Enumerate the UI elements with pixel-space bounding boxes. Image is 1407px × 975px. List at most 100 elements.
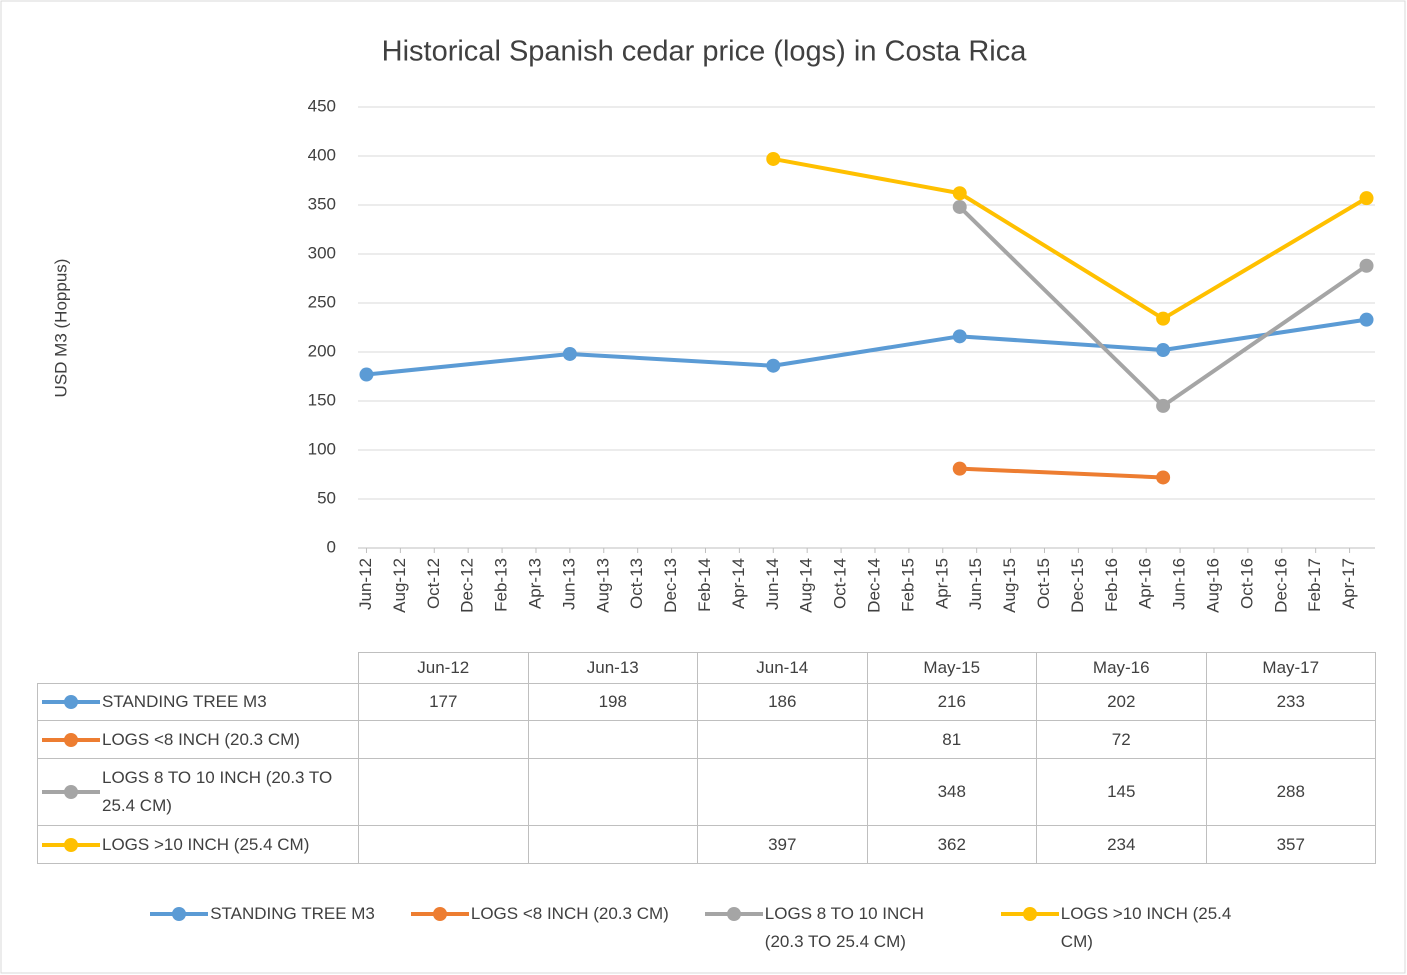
x-tick-label: Apr-13 (525, 558, 544, 609)
legend-marker (42, 785, 100, 799)
row-name-text: LOGS <8 INCH (20.3 CM) (102, 729, 300, 749)
x-tick-label: Jun-12 (356, 558, 375, 610)
legend-item: LOGS <8 INCH (20.3 CM) (407, 900, 669, 956)
series-line (366, 317, 1367, 377)
data-point (952, 186, 967, 201)
legend-dot (64, 785, 78, 799)
x-tick-label: Oct-12 (424, 558, 443, 609)
legend-dot (172, 907, 187, 921)
table-header-cell: May-17 (1205, 652, 1376, 684)
data-point (952, 461, 967, 476)
table-row: LOGS >10 INCH (25.4 CM) 397 362 234 357 (37, 825, 1376, 864)
data-point (1359, 312, 1374, 327)
table-cell (697, 720, 868, 759)
x-tick-label: Dec-12 (458, 558, 477, 613)
row-name-text: LOGS >10 INCH (25.4 CM) (102, 834, 310, 854)
x-tick-label: Apr-14 (729, 558, 748, 609)
row-name: LOGS >10 INCH (25.4 CM) (38, 831, 358, 859)
x-tick-label: Feb-17 (1305, 558, 1324, 612)
y-tick-label: 300 (308, 243, 336, 262)
table-cell: 177 (358, 683, 529, 721)
data-point (766, 151, 781, 166)
table-header-cell: Jun-12 (358, 652, 529, 684)
legend-marker (1000, 907, 1059, 921)
table-cell (527, 758, 698, 826)
table-cell: 234 (1036, 825, 1207, 864)
x-tick-label: Dec-16 (1271, 558, 1290, 613)
y-tick-label: 50 (317, 488, 336, 507)
data-point (562, 346, 577, 361)
x-tick-label: Apr-16 (1136, 558, 1155, 609)
legend-marker (704, 907, 763, 921)
legend: STANDING TREE M3 LOGS <8 INCH (20.3 CM) LO… (0, 900, 1407, 956)
data-point (1359, 258, 1374, 273)
x-tick-label: Apr-15 (932, 558, 951, 609)
x-tick-label: Aug-16 (1203, 558, 1222, 613)
x-tick-label: Oct-15 (1034, 558, 1053, 609)
table-row-name: LOGS >10 INCH (25.4 CM) (37, 825, 359, 864)
table-cell: 216 (866, 683, 1037, 721)
table-header-cell: May-16 (1036, 652, 1207, 684)
data-point (952, 329, 967, 344)
legend-dot (64, 732, 78, 747)
y-axis-label: USD M3 (Hoppus) (51, 259, 70, 398)
series-line (772, 156, 1368, 321)
x-tick-label: Oct-16 (1237, 558, 1256, 609)
x-tick-label: Oct-14 (831, 558, 850, 609)
legend-marker (150, 907, 209, 921)
table-cell (527, 825, 698, 864)
table-cell (358, 825, 529, 864)
table-cell (358, 720, 529, 759)
y-tick-label: 0 (327, 537, 336, 556)
table-cell: 357 (1205, 825, 1376, 864)
table-cell: 198 (527, 683, 698, 721)
x-tick-label: Aug-13 (593, 558, 612, 613)
legend-text: LOGS <8 INCH (20.3 CM) (470, 904, 669, 923)
x-tick-label: Jun-14 (763, 558, 782, 610)
table-cell: 186 (697, 683, 868, 721)
table-cell: 348 (866, 758, 1037, 826)
legend-dot (1022, 907, 1037, 921)
legend-dot (64, 837, 78, 852)
row-name-text: LOGS 8 TO 10 INCH (20.3 TO 25.4 CM) (102, 768, 333, 815)
data-table: Jun-12 Jun-13 Jun-14 May-15 May-16 May-17 STAN… (37, 652, 1376, 864)
legend-marker (42, 837, 100, 852)
table-row: LOGS <8 INCH (20.3 CM) 81 72 (37, 720, 1376, 759)
table-cell: 288 (1205, 758, 1376, 826)
y-tick-label: 400 (308, 145, 336, 164)
legend-dot (64, 695, 78, 709)
table-row-name: STANDING TREE M3 (37, 683, 359, 721)
table-cell: 233 (1205, 683, 1376, 721)
table-cell: 362 (866, 825, 1037, 864)
x-tick-label: Dec-15 (1068, 558, 1087, 613)
table-cell (527, 720, 698, 759)
x-tick-label: Aug-14 (797, 558, 816, 613)
data-point (1156, 398, 1171, 413)
table-row-name: LOGS <8 INCH (20.3 CM) (37, 720, 359, 759)
table-header: Jun-12 Jun-13 Jun-14 May-15 May-16 May-17 (38, 652, 1376, 684)
x-tick-label: Dec-13 (661, 558, 680, 613)
table-row: STANDING TREE M3 177 198 186 216 202 233 (37, 683, 1376, 721)
x-tick-label: Oct-13 (627, 558, 646, 609)
y-tick-label: 100 (308, 439, 336, 458)
x-tick-label: Aug-12 (390, 558, 409, 613)
table-cell (358, 758, 529, 826)
x-tick-label: Feb-15 (898, 558, 917, 612)
table-cell: 72 (1036, 720, 1207, 759)
x-tick-label: Feb-16 (1102, 558, 1121, 612)
legend-text: STANDING TREE M3 (210, 904, 375, 923)
legend-marker (42, 695, 100, 709)
data-point (766, 358, 781, 373)
y-tick-label: 450 (308, 96, 336, 115)
x-tick-label: Jun-16 (1170, 558, 1189, 610)
x-tick-label: Apr-17 (1339, 558, 1358, 609)
table-cell (1205, 720, 1376, 759)
data-point (1156, 311, 1171, 326)
data-point (952, 199, 967, 214)
legend-item: STANDING TREE M3 (146, 900, 375, 956)
table-cell: 202 (1036, 683, 1207, 721)
x-tick-label: Feb-14 (695, 558, 714, 612)
x-tick-label: Feb-13 (492, 558, 511, 612)
legend-text: LOGS >10 INCH (25.4 CM) (1060, 904, 1232, 951)
